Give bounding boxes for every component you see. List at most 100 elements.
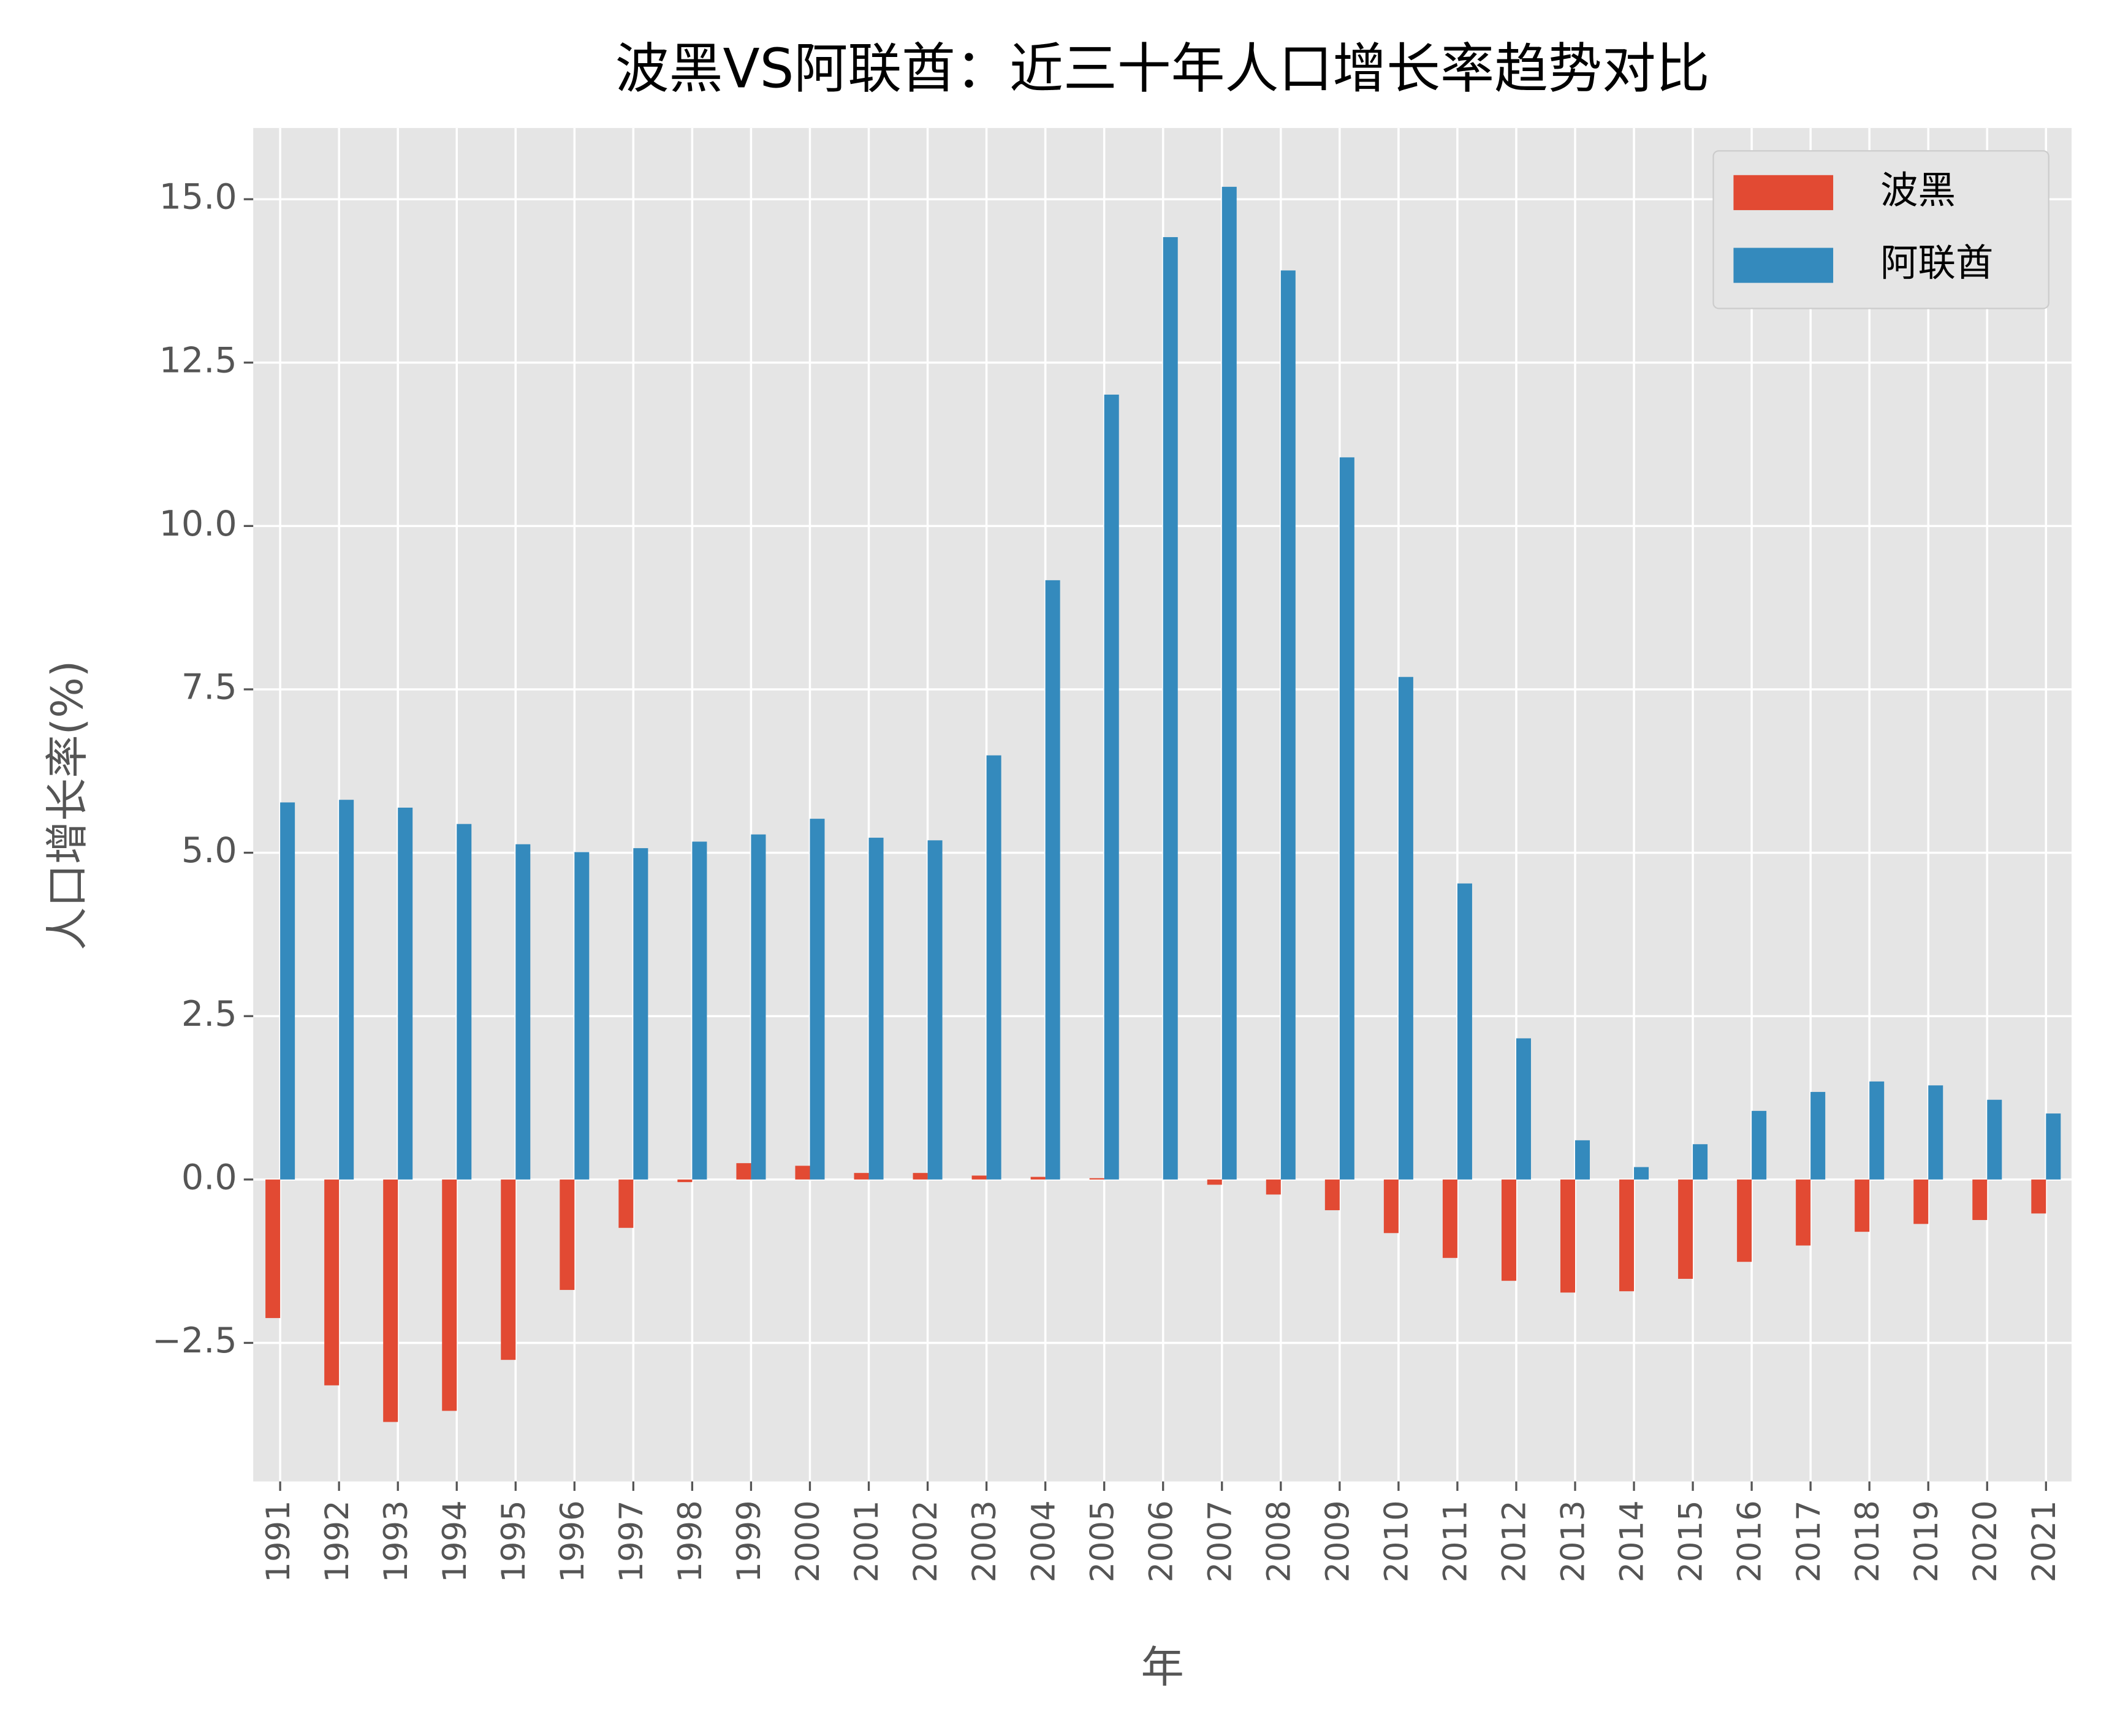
x-tick-label: 2018 [1849,1500,1886,1582]
bar [1104,394,1119,1180]
bar [1678,1179,1693,1279]
x-tick-label: 2016 [1731,1500,1769,1582]
x-tick-label: 2008 [1260,1500,1297,1582]
bar [1339,457,1354,1180]
bar [1442,1179,1457,1258]
bar [810,819,825,1180]
bar [383,1179,398,1422]
x-tick-label: 1993 [378,1500,415,1582]
y-tick-label: 5.0 [181,830,237,871]
bar [1619,1179,1635,1292]
x-tick-label: 2005 [1084,1500,1121,1582]
bar [1913,1179,1929,1224]
bar [1796,1179,1811,1246]
x-tick-label: 2002 [907,1500,944,1582]
bar [501,1179,516,1360]
bars [265,186,2061,1422]
x-tick-label: 1995 [495,1500,533,1582]
x-tick-label: 1994 [436,1500,474,1582]
x-tick-label: 2009 [1319,1500,1356,1582]
y-tick-label: −2.5 [152,1321,237,1361]
x-tick-label: 1991 [260,1500,297,1582]
bar [692,841,707,1180]
bar [1575,1140,1590,1180]
chart-title: 波黑VS阿联酋：近三十年人口增长率趋势对比 [615,37,1710,100]
bar [854,1173,869,1180]
x-tick-label: 2019 [1908,1500,1945,1582]
x-tick-label: 2020 [1967,1500,2004,1582]
bar [868,838,884,1180]
bar [1221,186,1237,1180]
bar [1045,580,1060,1180]
x-tick-label: 2006 [1142,1500,1180,1582]
bar [1810,1091,1826,1180]
y-axis-label: 人口增长率(%) [42,661,93,950]
y-tick-label: 12.5 [159,340,237,381]
legend-swatch [1733,248,1834,283]
bar [736,1163,751,1180]
bar [1089,1178,1104,1180]
bar [442,1179,457,1411]
x-tick-label: 2004 [1025,1500,1062,1582]
bar [1752,1110,1767,1180]
bar [618,1179,634,1228]
x-tick-label: 2021 [2026,1500,2063,1582]
bar [1324,1179,1340,1210]
x-tick-label: 2012 [1496,1500,1533,1582]
bar [971,1175,987,1180]
legend-label: 波黑 [1880,168,1956,212]
bar [265,1179,281,1318]
bar [574,852,590,1180]
x-tick-label: 1997 [613,1500,650,1582]
x-tick-label: 2011 [1437,1500,1475,1582]
bar [560,1179,575,1291]
bar [1398,677,1413,1180]
bar [1634,1167,1649,1180]
bar [677,1179,693,1183]
bar [1855,1179,1870,1232]
x-tick-label: 1999 [731,1500,768,1582]
bar [280,802,295,1180]
bar [2046,1113,2061,1180]
bar [398,808,413,1180]
bar [324,1179,340,1385]
bar [1869,1081,1885,1180]
x-tick-label: 1998 [672,1500,709,1582]
x-tick-label: 1992 [319,1500,356,1582]
y-tick-label: 0.0 [181,1157,237,1197]
x-tick-label: 2017 [1790,1500,1828,1582]
bar [1737,1179,1752,1262]
bar [986,755,1001,1180]
x-tick-label: 2015 [1673,1500,1710,1582]
bar [1030,1177,1046,1180]
bar [457,824,472,1180]
y-tick-label: 15.0 [159,177,237,218]
bar [633,848,648,1180]
x-tick-label: 2013 [1555,1500,1592,1582]
bar [1560,1179,1575,1293]
bar [1163,237,1178,1180]
y-tick-label: 7.5 [181,667,237,708]
legend-swatch [1733,175,1834,210]
bar [1266,1179,1281,1195]
y-tick-label: 10.0 [159,504,237,544]
bar [1693,1144,1708,1180]
bar [1280,270,1296,1180]
bar [1516,1038,1531,1180]
bar [795,1166,810,1180]
bar [2031,1179,2046,1214]
bar [339,800,354,1180]
bar [751,834,766,1180]
legend-label: 阿联酋 [1880,241,1994,285]
x-tick-label: 2007 [1201,1500,1239,1582]
x-tick-label: 2010 [1378,1500,1416,1582]
bar [913,1173,928,1180]
x-tick-label: 2014 [1614,1500,1651,1582]
bar [1457,883,1472,1180]
x-tick-label: 2003 [966,1500,1003,1582]
bar [515,844,531,1180]
bar [1928,1085,1943,1180]
x-tick-label: 2000 [789,1500,827,1582]
